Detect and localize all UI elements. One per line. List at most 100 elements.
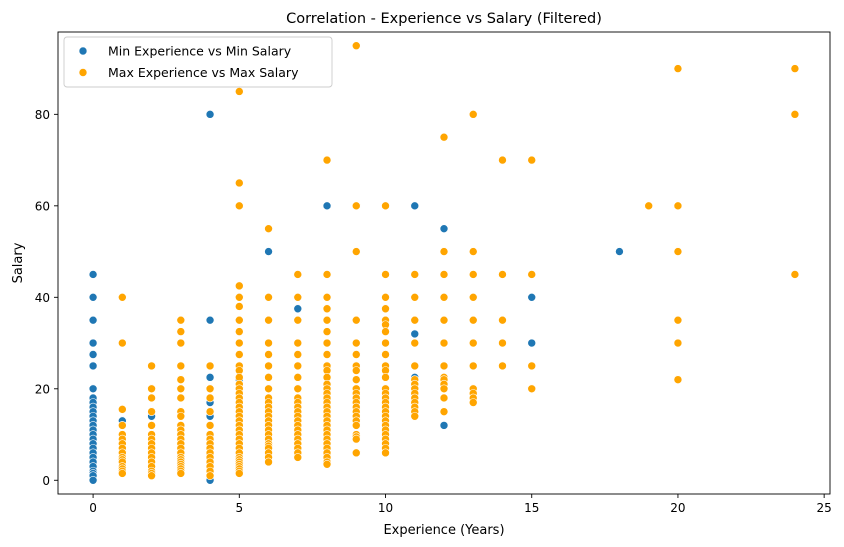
y-tick-label: 0 [42, 474, 50, 488]
y-tick-label: 40 [35, 291, 50, 305]
min-salary-point [205, 373, 215, 382]
max-salary-point [673, 375, 683, 384]
points-layer [88, 41, 800, 485]
max-salary-point [264, 457, 273, 467]
x-tick-label: 25 [817, 501, 832, 515]
max-salary-point [264, 384, 273, 394]
max-salary-point [176, 327, 186, 336]
max-salary-point [205, 384, 215, 394]
plot-frame [57, 31, 831, 495]
max-salary-point [468, 110, 478, 119]
max-salary-point [439, 132, 449, 142]
min-salary-point [293, 304, 303, 314]
max-salary-point [468, 338, 478, 348]
max-salary-point [118, 338, 127, 348]
max-salary-point [790, 64, 800, 73]
max-salary-point [498, 155, 507, 165]
max-salary-point [235, 350, 244, 359]
axis-ticks: 0 5 10 15 20 25 0 20 40 60 80 [35, 108, 832, 515]
max-salary-point [322, 155, 332, 165]
min-salary-point [88, 384, 98, 394]
max-salary-point [644, 201, 654, 211]
max-salary-point [381, 293, 390, 302]
max-salary-point [293, 315, 303, 325]
max-salary-point [293, 338, 303, 348]
max-salary-point [351, 366, 361, 375]
min-salary-point [410, 329, 420, 339]
max-salary-point [147, 421, 156, 430]
max-salary-point [381, 338, 390, 348]
max-salary-point [351, 247, 361, 256]
max-salary-point [527, 155, 537, 165]
max-salary-point [381, 373, 390, 382]
max-salary-point [351, 201, 361, 211]
legend-marker-min [78, 46, 88, 56]
max-salary-point [235, 327, 244, 336]
max-salary-point [351, 315, 361, 325]
max-salary-point [322, 293, 332, 302]
max-salary-point [673, 338, 683, 348]
max-salary-point [527, 384, 537, 394]
min-salary-point [615, 247, 624, 256]
max-salary-point [673, 201, 683, 211]
legend: Min Experience vs Min Salary Max Experie… [63, 36, 333, 88]
max-salary-point [322, 459, 332, 469]
max-salary-point [410, 270, 420, 279]
legend-label-min: Min Experience vs Min Salary [108, 44, 292, 59]
min-salary-point [88, 475, 98, 485]
min-salary-point [88, 338, 98, 348]
max-salary-point [293, 270, 303, 279]
max-salary-point [322, 315, 332, 325]
max-salary-point [381, 327, 390, 336]
max-salary-point [235, 178, 244, 188]
max-salary-point [235, 469, 244, 478]
max-salary-point [381, 270, 390, 279]
y-tick-label: 20 [35, 382, 50, 396]
x-tick-label: 20 [670, 501, 685, 515]
max-salary-point [351, 434, 361, 444]
max-salary-point [468, 293, 478, 302]
max-salary-point [410, 411, 420, 421]
max-salary-point [147, 384, 156, 394]
max-salary-point [293, 350, 303, 359]
max-salary-point [439, 338, 449, 348]
max-salary-point [235, 302, 244, 311]
max-salary-point [264, 350, 273, 359]
min-salary-point [205, 315, 215, 325]
max-salary-point [118, 469, 127, 478]
min-salary-point [88, 270, 98, 279]
max-salary-point [410, 293, 420, 302]
x-axis-label: Experience (Years) [383, 523, 504, 538]
max-salary-point [264, 361, 273, 371]
max-salary-point [176, 469, 186, 478]
max-salary-point [439, 393, 449, 403]
max-salary-point [673, 64, 683, 73]
legend-box [63, 36, 333, 88]
max-salary-point [264, 315, 273, 325]
max-salary-point [790, 110, 800, 119]
min-salary-point [88, 315, 98, 325]
max-salary-point [468, 247, 478, 256]
max-salary-point [673, 247, 683, 256]
max-salary-point [673, 315, 683, 325]
min-salary-point [264, 247, 273, 256]
max-salary-point [381, 201, 390, 211]
max-salary-point [293, 293, 303, 302]
max-salary-point [176, 411, 186, 421]
max-salary-point [790, 270, 800, 279]
max-salary-point [264, 373, 273, 382]
max-salary-point [498, 338, 507, 348]
max-salary-point [439, 293, 449, 302]
max-salary-point [498, 270, 507, 279]
max-salary-point [147, 393, 156, 403]
legend-label-max: Max Experience vs Max Salary [108, 65, 299, 80]
y-axis-label: Salary [11, 242, 26, 283]
max-salary-point [205, 393, 215, 403]
max-salary-point [235, 87, 244, 96]
chart-title: Correlation - Experience vs Salary (Filt… [286, 11, 602, 27]
max-salary-point [468, 361, 478, 371]
max-salary-point [264, 293, 273, 302]
max-salary-point [118, 421, 127, 430]
